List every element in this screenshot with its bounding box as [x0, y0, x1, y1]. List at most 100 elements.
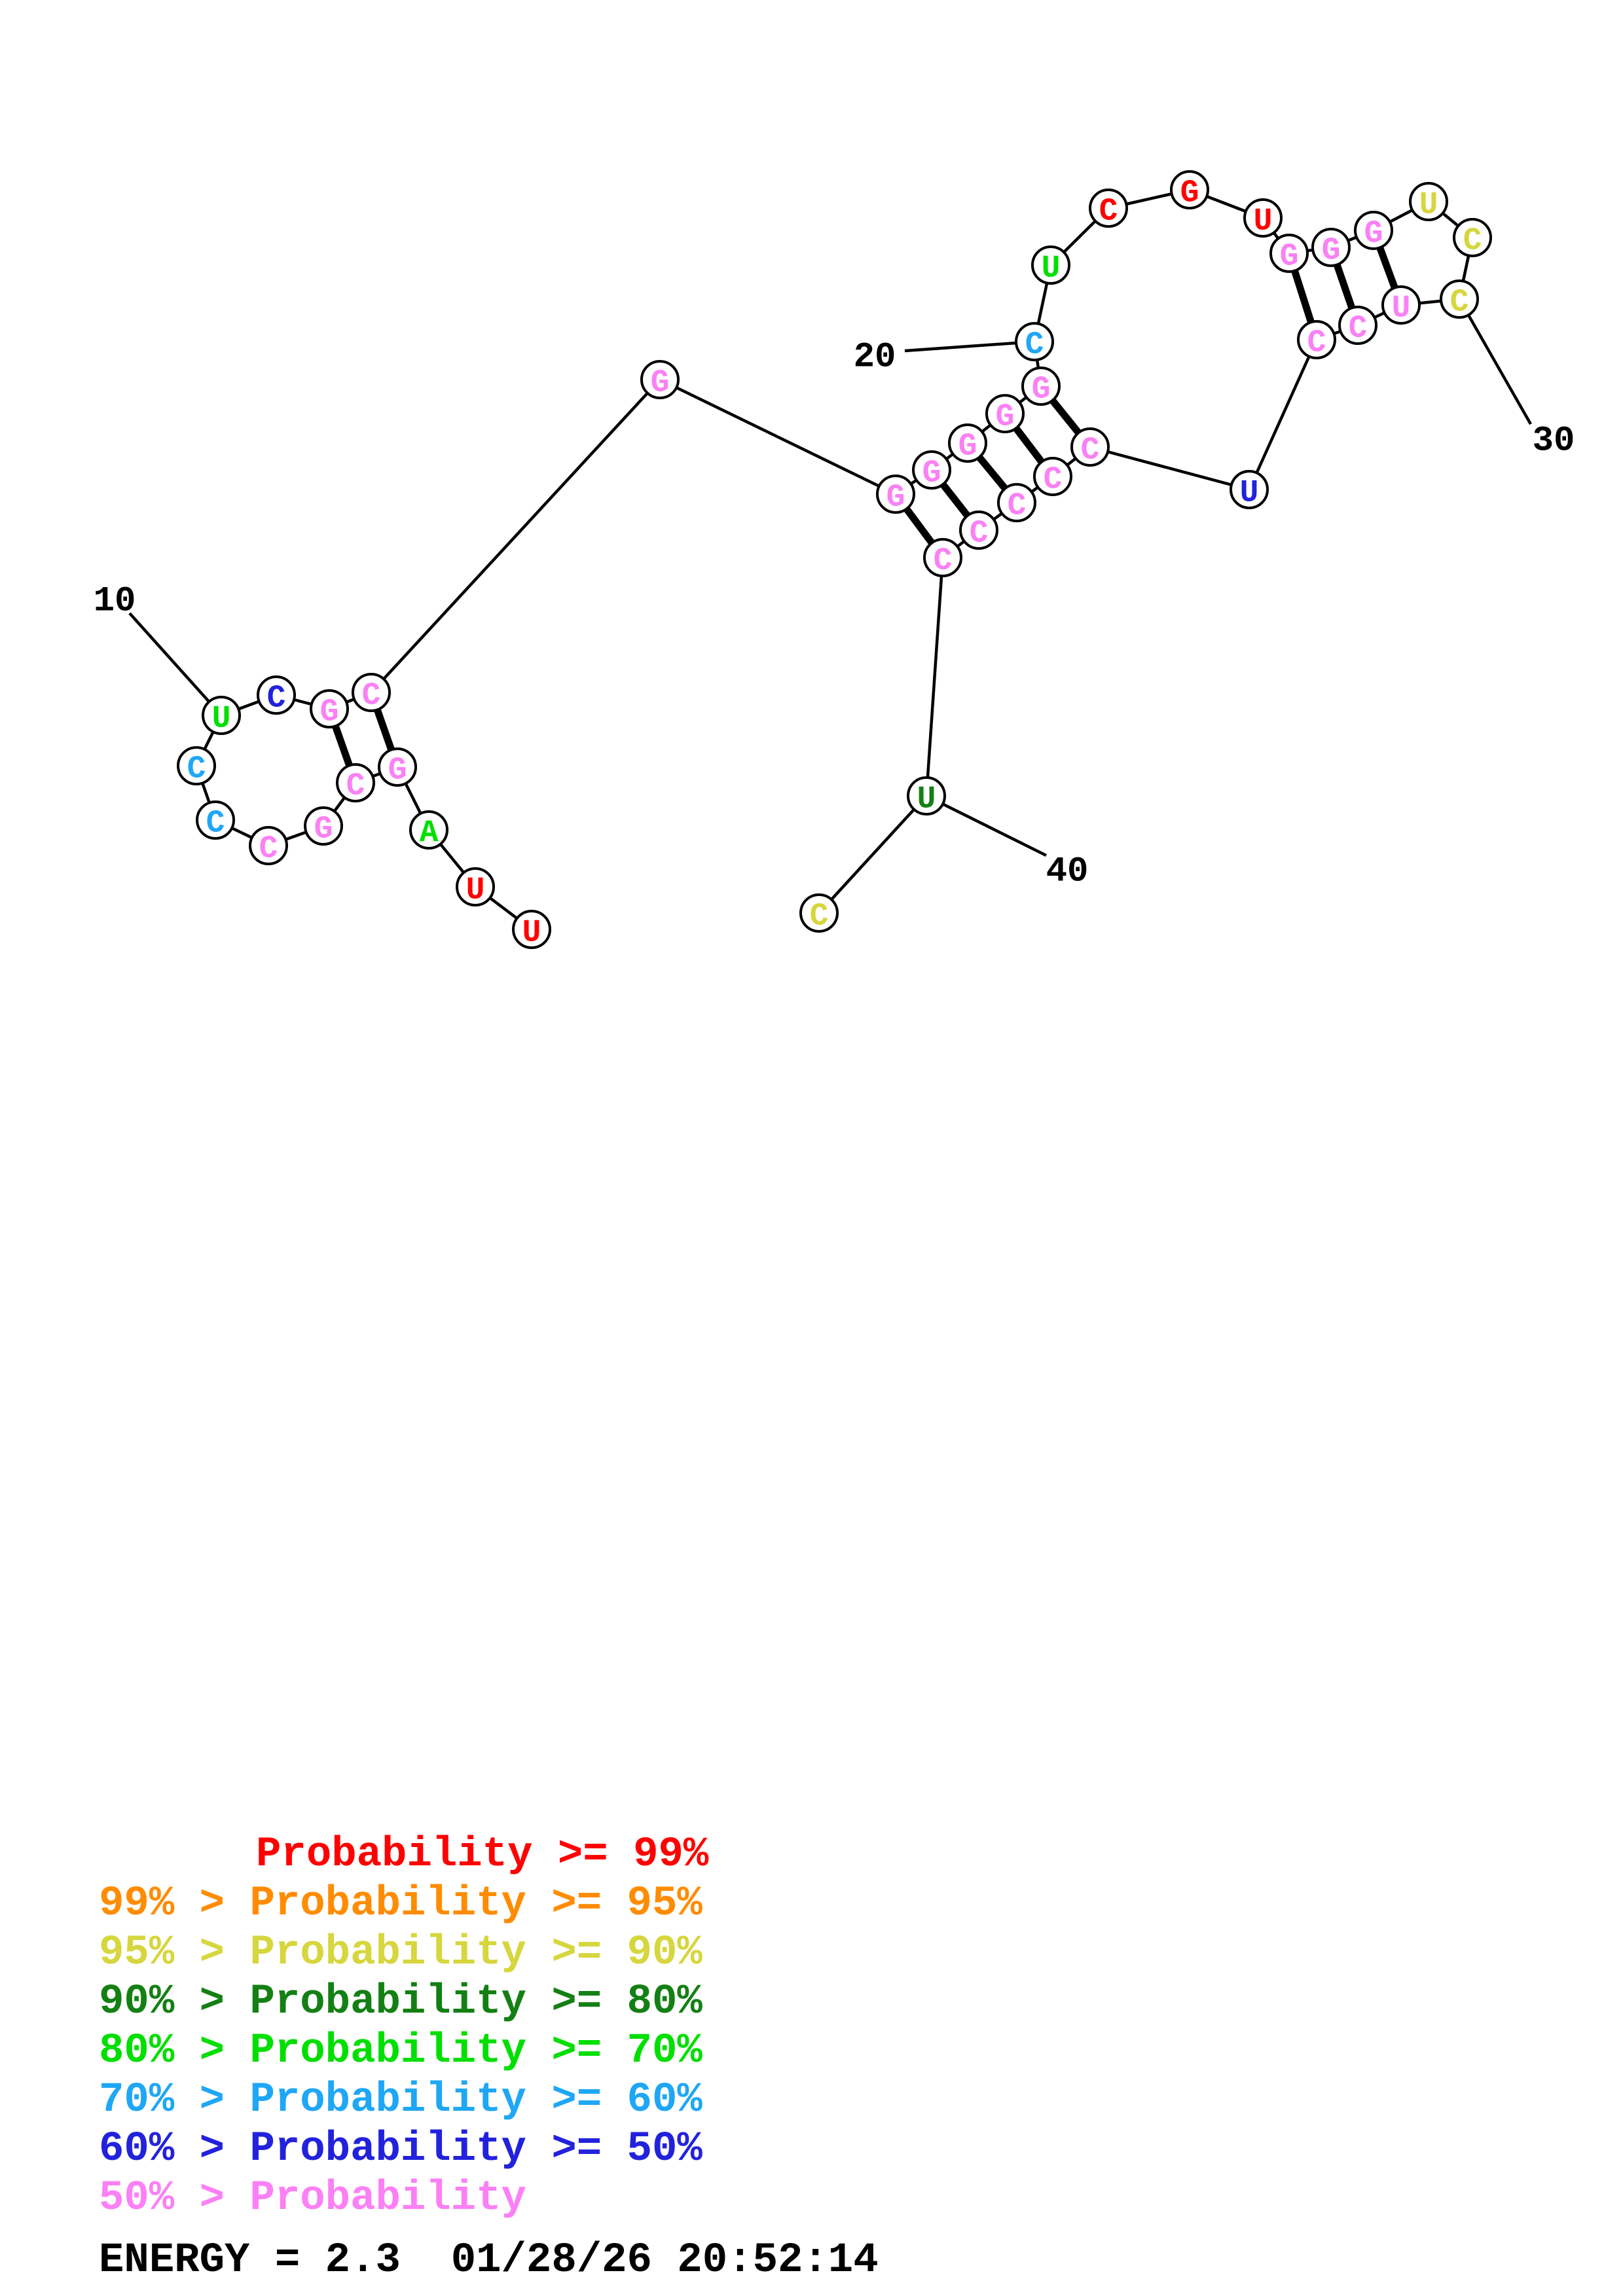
nucleotide-letter: C	[1450, 285, 1469, 320]
nucleotide-letter: C	[187, 751, 206, 787]
nucleotide-letter: G	[886, 480, 905, 515]
nucleotide-letter: C	[1349, 311, 1368, 346]
nucleotide-letter: G	[996, 399, 1015, 435]
nucleotide-letter: G	[320, 694, 339, 730]
nucleotide-letter: G	[1364, 216, 1383, 251]
nucleotide-circle	[378, 747, 417, 787]
energy-timestamp-line: ENERGY = 2.3 01/28/26 20:52:14	[99, 2237, 879, 2284]
nucleotide-letter: C	[1463, 223, 1482, 259]
nucleotide-letter: U	[1254, 204, 1273, 239]
legend-row-80: 90% > Probability >= 80%	[99, 1979, 702, 2026]
nucleotide-circle	[249, 826, 288, 865]
nucleotide-letter: C	[810, 899, 829, 934]
nucleotide-letter: C	[1008, 488, 1027, 524]
nucleotide-circle	[512, 910, 551, 949]
nucleotide-letter: G	[1280, 239, 1299, 274]
position-label: 40	[1046, 852, 1089, 891]
nucleotide-letter: G	[1322, 233, 1341, 268]
nucleotide-circle	[257, 675, 296, 715]
position-label-line	[925, 794, 1048, 857]
nucleotide-letter: G	[1032, 372, 1051, 407]
nucleotide-circle	[876, 475, 915, 514]
nucleotide-circle	[1453, 218, 1492, 257]
legend-row-90: 95% > Probability >= 90%	[99, 1929, 702, 1977]
nucleotide-letter: G	[922, 456, 941, 491]
nucleotide-circle	[997, 483, 1036, 522]
nucleotide-letter: C	[346, 768, 365, 804]
nucleotide-letter: U	[1392, 291, 1411, 326]
nucleotide-letter: C	[934, 543, 953, 579]
nucleotide-letter: G	[314, 812, 333, 847]
backbone-line	[1247, 339, 1319, 490]
nucleotide-letter: C	[206, 806, 225, 841]
nucleotide-letter: U	[522, 915, 541, 950]
position-label: 10	[94, 581, 136, 621]
backbone-line	[924, 557, 945, 797]
legend-row-70: 80% > Probability >= 70%	[99, 2028, 702, 2075]
nucleotide-circle	[352, 673, 391, 712]
nucleotide-circle	[1170, 170, 1209, 209]
backbone-line	[659, 378, 896, 496]
backbone-line	[370, 378, 661, 694]
probability-legend: Probability >= 99% 99% > Probability >= …	[99, 1831, 708, 2223]
nucleotide-circle	[1033, 457, 1072, 496]
nucleotide-circle	[1381, 285, 1421, 325]
nucleotide-circle	[1269, 234, 1309, 273]
nucleotide-circle	[948, 423, 987, 463]
nucleotide-circle	[1409, 182, 1448, 221]
nucleotide-letter: U	[1240, 475, 1259, 511]
nucleotide-circle	[1230, 470, 1269, 509]
nucleotide-circle	[1297, 320, 1336, 359]
nucleotide-letter: U	[1042, 251, 1061, 286]
nucleotide-letter: G	[958, 429, 977, 464]
nucleotide-letter: C	[970, 516, 989, 551]
nucleotide-circle	[456, 867, 495, 906]
nucleotide-letter: U	[466, 872, 485, 908]
nucleotide-circle	[1021, 367, 1061, 406]
nucleotide-circle	[912, 450, 951, 490]
nucleotide-circle	[196, 800, 235, 840]
nucleotide-letter: C	[259, 831, 278, 867]
nucleotide-circle	[1338, 306, 1377, 345]
nucleotide-circle	[409, 810, 448, 850]
nucleotide-letter: G	[1180, 175, 1199, 211]
nucleotide-letter: C	[362, 678, 381, 713]
nucleotide-letter: C	[1044, 462, 1063, 497]
nucleotide-circle	[959, 511, 998, 550]
nucleotide-circle	[1440, 279, 1479, 319]
backbone-line	[1089, 445, 1250, 492]
nucleotide-letter: C	[1307, 325, 1326, 361]
nucleotide-circle	[177, 746, 216, 785]
nucleotide-circle	[1089, 188, 1128, 228]
legend-row-99: Probability >= 99%	[256, 1831, 709, 1878]
position-label: 30	[1533, 421, 1575, 461]
nucleotide-letter: C	[1081, 433, 1100, 468]
nucleotide-circle	[1354, 211, 1393, 250]
nucleotide-letter: G	[651, 365, 670, 401]
nucleotide-letter: U	[1419, 187, 1438, 223]
legend-row-below-50: 50% > Probability	[99, 2175, 526, 2222]
position-label: 20	[854, 337, 896, 377]
nucleotide-circle	[1070, 427, 1110, 467]
nucleotide-circle	[985, 394, 1025, 433]
nucleotide-circle	[304, 806, 343, 846]
nucleotide-circle	[907, 776, 946, 816]
nucleotide-letter: U	[917, 781, 936, 817]
position-label-line	[128, 612, 223, 717]
nucleotide-circle	[310, 689, 349, 728]
nucleotide-circle	[1311, 228, 1351, 267]
nucleotide-letter: C	[267, 681, 286, 716]
nucleotide-letter: A	[420, 816, 439, 851]
position-label-line	[1458, 298, 1532, 425]
nucleotide-circle	[799, 893, 839, 933]
nucleotide-circle	[923, 538, 962, 577]
nucleotide-circle	[202, 696, 241, 735]
nucleotide-circle	[1031, 245, 1070, 285]
nucleotide-letter: U	[212, 701, 231, 736]
nucleotide-circle	[1243, 198, 1283, 238]
nucleotide-circle	[1015, 322, 1054, 361]
nucleotide-letter: C	[1099, 194, 1118, 229]
nucleotide-letter: G	[388, 753, 407, 788]
